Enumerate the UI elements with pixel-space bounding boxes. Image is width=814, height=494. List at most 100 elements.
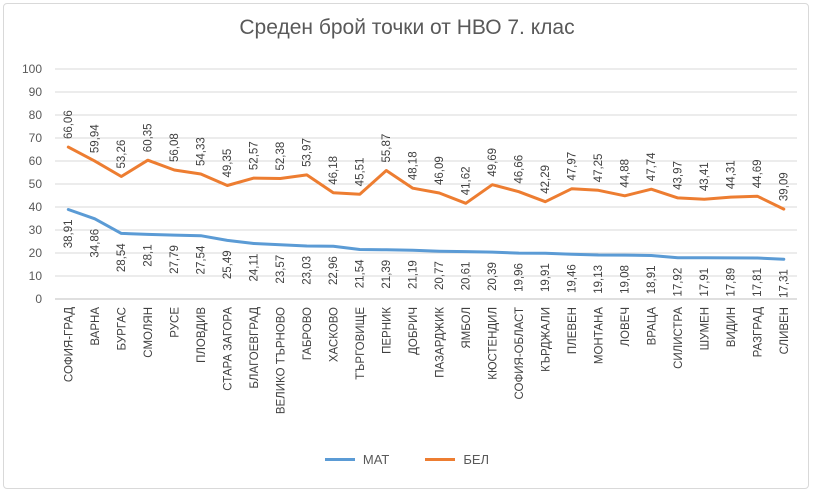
data-label: 19,08	[620, 265, 632, 294]
data-label: 41,62	[461, 166, 473, 195]
y-tick-label: 100	[22, 62, 42, 76]
data-label: 21,54	[355, 259, 367, 288]
x-tick-label: ПАЗАРДЖИК	[434, 307, 446, 378]
chart-frame	[3, 3, 809, 489]
data-label: 38,91	[63, 220, 75, 249]
data-label: 60,35	[143, 123, 155, 152]
data-label: 23,03	[302, 256, 314, 285]
x-tick-label: СЛИВЕН	[779, 307, 791, 354]
x-tick-label: СМОЛЯН	[143, 307, 155, 358]
data-label: 56,08	[169, 133, 181, 162]
data-label: 47,25	[593, 154, 605, 183]
data-label: 25,49	[222, 250, 234, 279]
x-tick-label: СОФИЯ-ГРАД	[63, 307, 75, 382]
legend-swatch-mat	[324, 458, 355, 461]
x-tick-label: ВРАЦА	[646, 307, 658, 346]
data-label: 52,57	[249, 141, 261, 170]
data-label: 18,91	[646, 266, 658, 295]
data-label: 21,19	[408, 260, 420, 289]
y-tick-label: 30	[29, 223, 43, 237]
x-tick-label: СТАРА ЗАГОРА	[222, 307, 234, 391]
data-label: 53,97	[302, 138, 314, 167]
data-label: 46,09	[434, 156, 446, 185]
data-label: 17,31	[779, 269, 791, 298]
data-label: 47,97	[567, 152, 579, 181]
x-tick-label: ХАСКОВО	[328, 307, 340, 362]
x-tick-label: ЯМБОЛ	[461, 307, 473, 349]
x-tick-label: ГАБРОВО	[302, 307, 314, 360]
y-tick-label: 10	[29, 269, 43, 283]
data-label: 47,74	[646, 152, 658, 181]
x-tick-label: ЛОВЕЧ	[620, 307, 632, 347]
x-tick-label: ДОБРИЧ	[408, 307, 420, 355]
data-label: 20,39	[487, 262, 499, 291]
data-label: 42,29	[540, 165, 552, 194]
data-label: 34,86	[90, 229, 102, 258]
x-tick-label: МОНТАНА	[593, 307, 605, 364]
data-label: 20,61	[461, 262, 473, 291]
data-label: 21,39	[381, 260, 393, 289]
x-tick-label: БУРГАС	[116, 307, 128, 350]
data-label: 46,18	[328, 156, 340, 185]
data-label: 44,69	[752, 159, 764, 188]
x-tick-label: ПЕРНИК	[381, 307, 393, 354]
y-tick-label: 60	[29, 154, 43, 168]
y-tick-label: 40	[29, 200, 43, 214]
data-label: 43,41	[699, 162, 711, 191]
y-tick-label: 50	[29, 177, 43, 191]
chart-title: Среден брой точки от НВО 7. клас	[239, 16, 575, 39]
data-label: 46,66	[514, 155, 526, 184]
data-label: 44,88	[620, 159, 632, 188]
data-label: 27,79	[169, 245, 181, 274]
x-tick-label: РАЗГРАД	[752, 307, 764, 358]
data-label: 59,94	[90, 124, 102, 153]
x-tick-label: ВЕЛИКО ТЪРНОВО	[275, 307, 287, 414]
y-tick-label: 20	[29, 246, 43, 260]
legend-item-bel: БЕЛ	[425, 452, 489, 467]
x-tick-label: КЮСТЕНДИЛ	[487, 307, 499, 380]
data-label: 23,57	[275, 255, 287, 284]
legend-label-mat: МАТ	[362, 452, 390, 467]
x-tick-label: ВАРНА	[90, 307, 102, 346]
x-tick-label: КЪРДЖАЛИ	[540, 307, 552, 372]
x-tick-label: РУСЕ	[169, 307, 181, 338]
data-label: 28,54	[116, 243, 128, 272]
data-label: 48,18	[408, 151, 420, 180]
x-tick-label: БЛАГОЕВГРАД	[249, 307, 261, 389]
data-label: 54,33	[196, 137, 208, 166]
data-label: 24,11	[249, 254, 261, 282]
data-label: 39,09	[779, 172, 791, 201]
data-label: 17,91	[699, 268, 711, 297]
data-label: 52,38	[275, 142, 287, 171]
legend-label-bel: БЕЛ	[463, 452, 490, 467]
chart-legend: МАТ БЕЛ	[0, 452, 814, 467]
x-tick-label: СОФИЯ-ОБЛАСТ	[514, 307, 526, 400]
x-tick-label: ПЛЕВЕН	[567, 307, 579, 354]
data-label: 43,97	[673, 161, 685, 190]
data-label: 27,54	[196, 245, 208, 274]
legend-item-mat: МАТ	[324, 452, 390, 467]
data-label: 19,91	[540, 263, 552, 292]
series-line-mat	[66, 208, 786, 261]
x-tick-label: ШУМЕН	[699, 307, 711, 350]
data-label: 19,46	[567, 264, 579, 293]
y-tick-label: 80	[29, 108, 43, 122]
x-tick-label: ТЪРГОВИЩЕ	[355, 307, 367, 380]
data-label: 20,77	[434, 261, 446, 290]
data-label: 53,26	[116, 140, 128, 169]
data-label: 49,35	[222, 149, 234, 178]
data-label: 19,96	[514, 263, 526, 292]
legend-swatch-bel	[425, 458, 456, 461]
x-tick-label: СИЛИСТРА	[673, 307, 685, 369]
x-tick-label: ВИДИН	[726, 307, 738, 347]
data-label: 17,92	[673, 268, 685, 297]
data-label: 17,89	[726, 268, 738, 297]
y-tick-label: 90	[29, 85, 43, 99]
y-tick-label: 0	[35, 292, 42, 306]
x-tick-label: ПЛОВДИВ	[196, 307, 208, 363]
data-label: 55,87	[381, 134, 393, 163]
data-label: 45,51	[355, 158, 367, 187]
data-label: 44,31	[726, 160, 738, 189]
data-label: 22,96	[328, 256, 340, 285]
series-line-bel	[66, 145, 786, 211]
